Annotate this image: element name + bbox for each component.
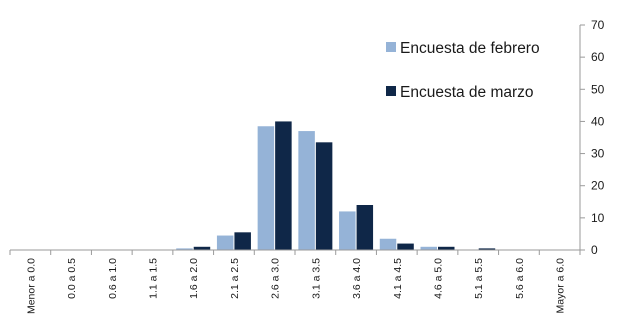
y-axis: 0 10 20 30 40 50 60 70 xyxy=(579,18,605,257)
y-tick-label: 20 xyxy=(591,179,605,193)
x-tick-label: 1.1 a 1.5 xyxy=(148,258,160,299)
x-tick-label: 4.1 a 4.5 xyxy=(392,258,404,299)
x-tick-label: 5.6 a 6.0 xyxy=(514,258,526,299)
bar-febrero-10 xyxy=(420,246,437,250)
bar-febrero-5 xyxy=(216,235,234,250)
x-tick-label: Menor a 0.0 xyxy=(25,258,37,314)
legend-swatch-marzo xyxy=(386,86,396,96)
bar-febrero-8 xyxy=(339,211,356,250)
x-tick-label: 5.1 a 5.5 xyxy=(473,258,485,299)
legend-swatch-febrero xyxy=(386,42,396,52)
bars-layer xyxy=(176,121,496,251)
legend-label-marzo: Encuesta de marzo xyxy=(400,84,534,101)
x-tick-label: 0.0 a 0.5 xyxy=(66,258,78,299)
y-tick-label: 60 xyxy=(591,50,605,64)
bar-marzo-11 xyxy=(478,248,496,250)
y-tick-label: 10 xyxy=(591,211,605,225)
bar-febrero-7 xyxy=(298,131,315,250)
bar-marzo-10 xyxy=(438,246,455,250)
bar-marzo-8 xyxy=(356,205,374,250)
legend: Encuesta de febrero Encuesta de marzo xyxy=(386,40,540,101)
x-tick-label: 3.6 a 4.0 xyxy=(351,258,363,299)
x-axis: Menor a 0.0 0.0 a 0.5 0.6 a 1.0 1.1 a 1.5 1.… xyxy=(9,249,581,314)
x-tick-label: 4.6 a 5.0 xyxy=(433,258,445,299)
x-tick-label: 3.1 a 3.5 xyxy=(310,258,322,299)
bar-marzo-6 xyxy=(275,121,292,251)
bar-febrero-9 xyxy=(379,238,397,250)
x-tick-label: 2.6 a 3.0 xyxy=(270,258,282,299)
x-tick-label: 2.1 a 2.5 xyxy=(229,258,241,299)
bar-febrero-6 xyxy=(257,126,275,250)
legend-label-febrero: Encuesta de febrero xyxy=(400,40,540,57)
y-tick-label: 30 xyxy=(591,147,605,161)
y-tick-label: 50 xyxy=(591,82,605,96)
x-tick-label: 1.6 a 2.0 xyxy=(188,258,200,299)
bar-marzo-4 xyxy=(193,246,211,250)
y-tick-label: 40 xyxy=(591,114,605,128)
y-tick-label: 0 xyxy=(591,243,598,257)
x-tick-label: Mayor a 6.0 xyxy=(555,258,567,314)
bar-marzo-5 xyxy=(234,232,251,250)
y-tick-label: 70 xyxy=(591,18,605,32)
bar-marzo-9 xyxy=(397,243,414,250)
x-tick-label: 0.6 a 1.0 xyxy=(107,258,119,299)
bar-marzo-7 xyxy=(315,142,333,250)
bar-febrero-4 xyxy=(176,248,193,250)
